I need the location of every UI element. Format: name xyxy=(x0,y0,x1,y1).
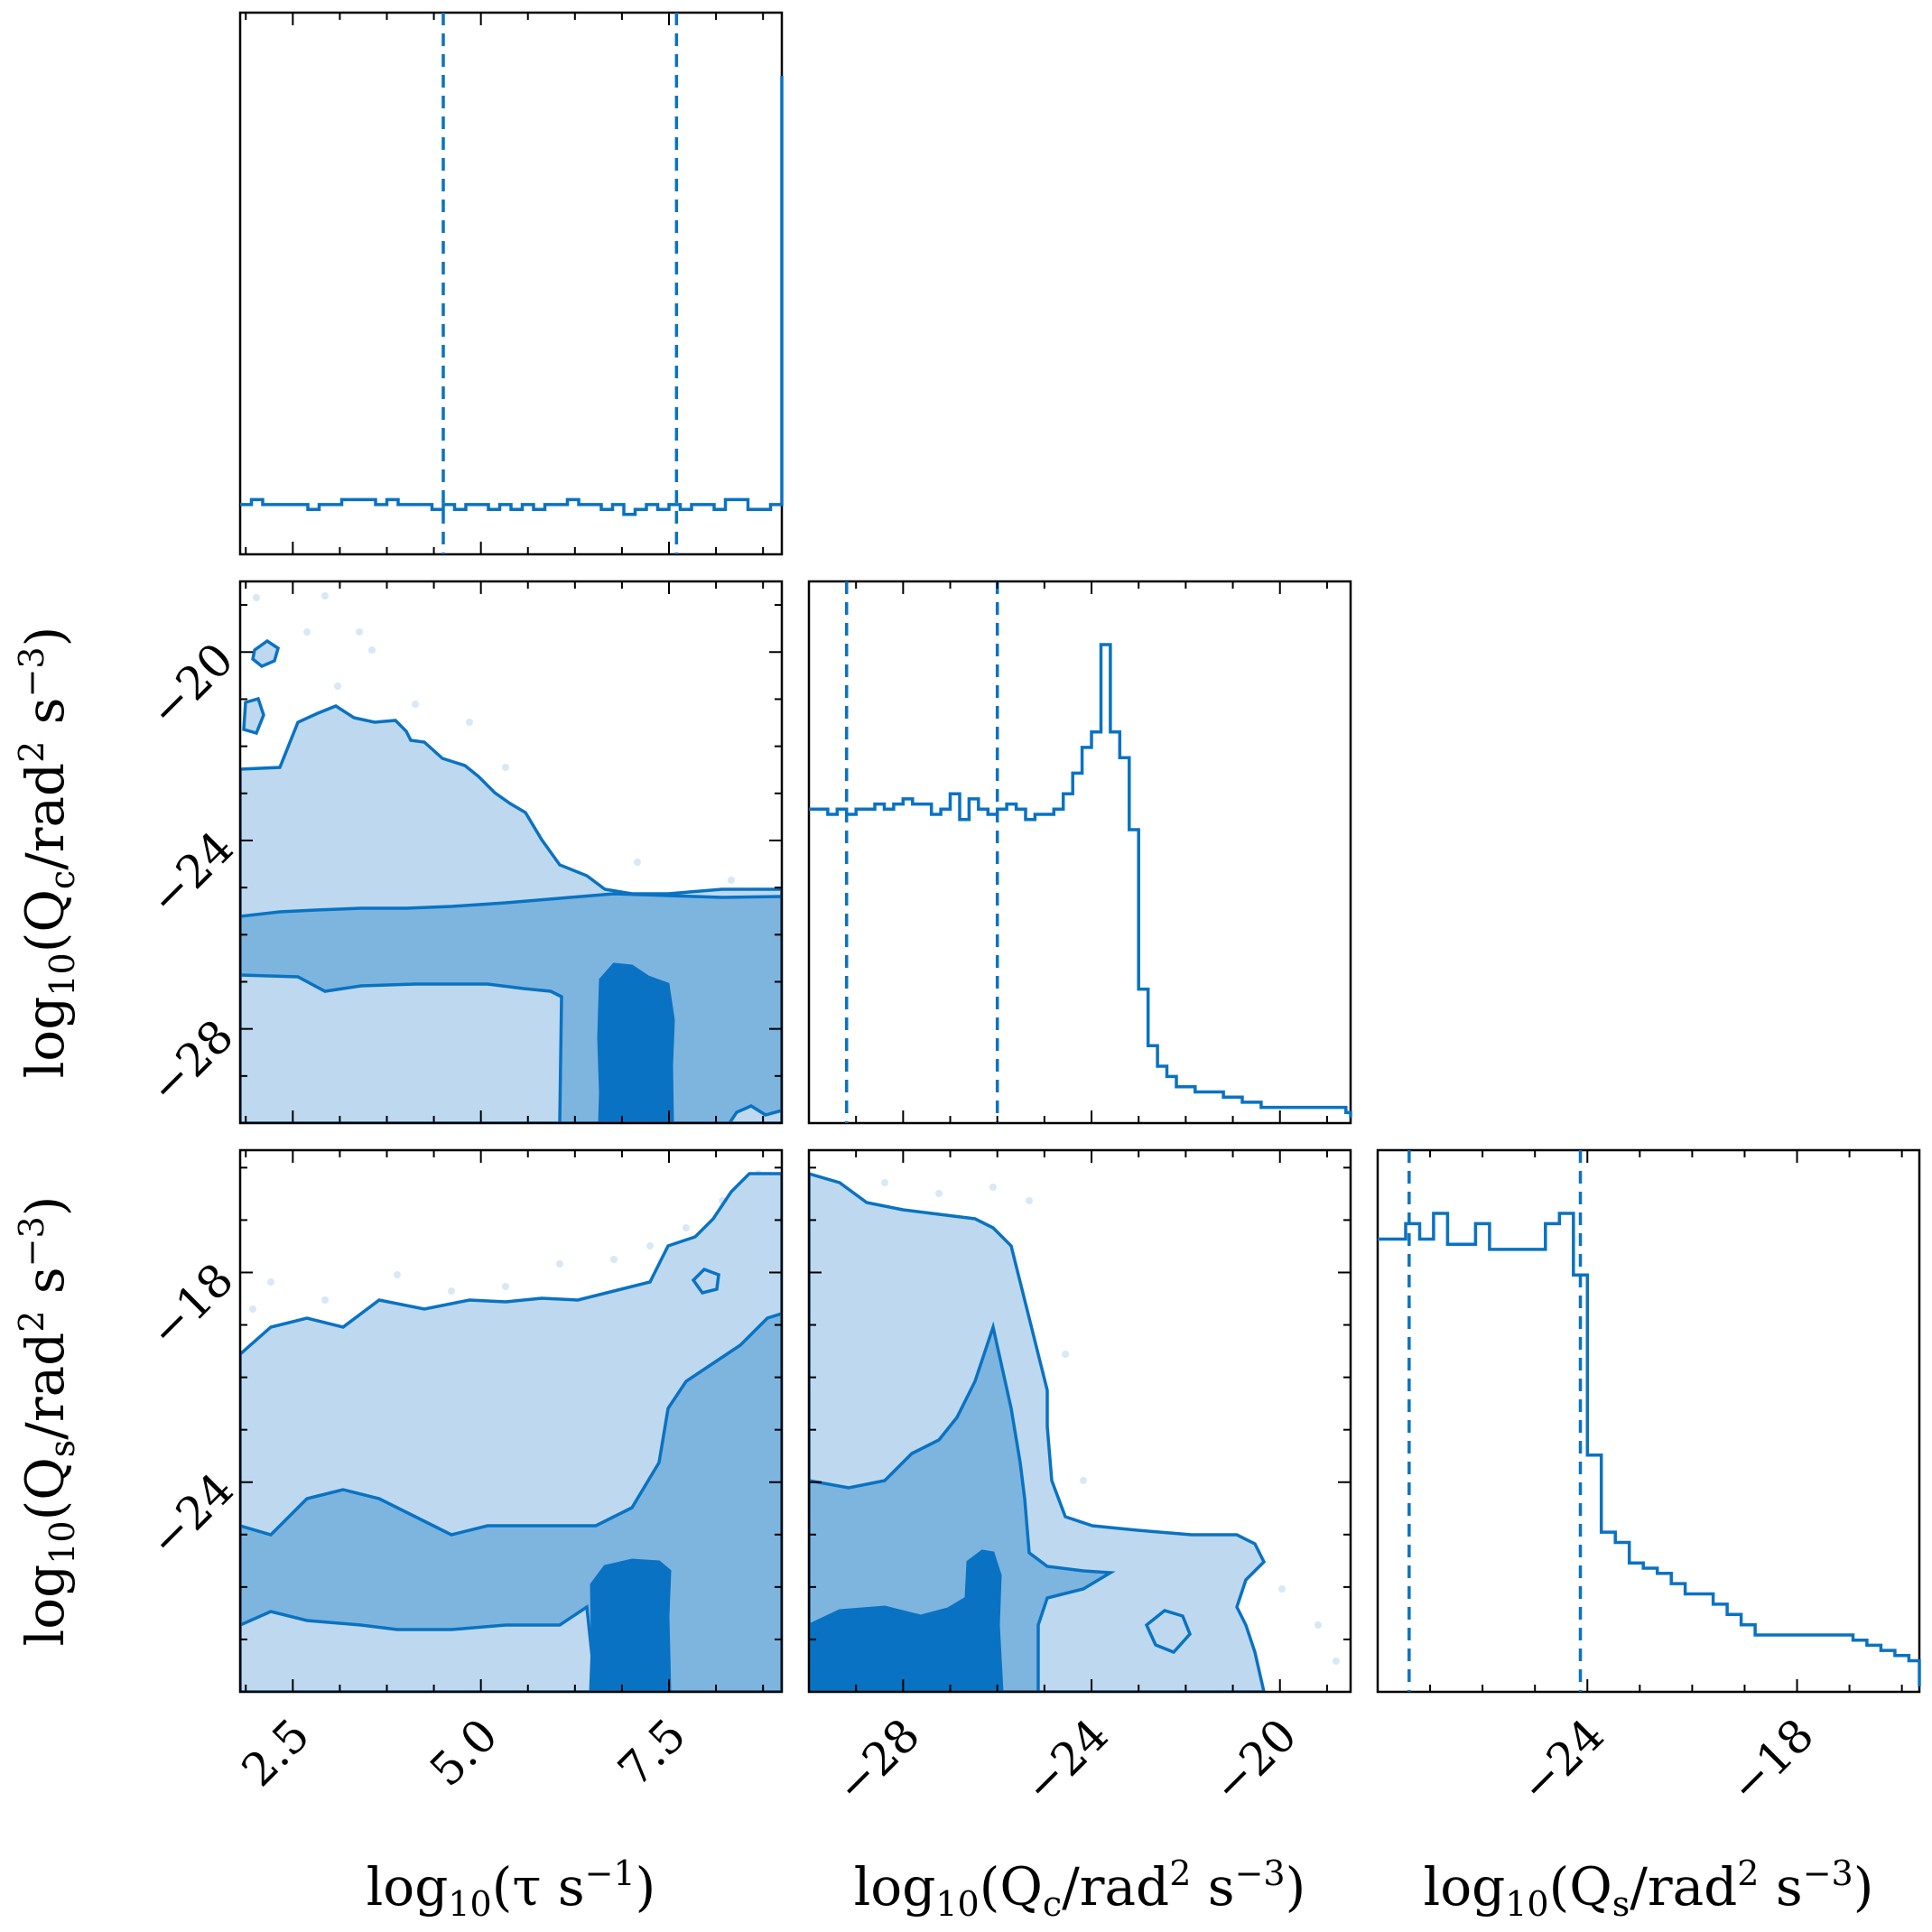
qc-vs-tau-contours xyxy=(240,592,782,1123)
panel-qs-histogram xyxy=(1376,1148,1921,1694)
panel-qs-vs-qc xyxy=(807,1148,1352,1694)
y-tick-label-qs-1: −24 xyxy=(139,1463,244,1568)
panel-qs-vs-tau xyxy=(238,1148,784,1694)
panel-qc-histogram xyxy=(807,580,1352,1125)
panel-tau-histogram-frame xyxy=(238,11,784,556)
x-tick-label-qc-2: −24 xyxy=(1014,1709,1119,1814)
qs-vs-qc-contour-middle xyxy=(809,1321,1116,1692)
qc-vs-tau-contour-inner-light xyxy=(240,973,563,1123)
axis-labels: log10(τ s−1) log10(Qc/rad2 s−3) log10(Qs… xyxy=(12,627,1873,1924)
qs-vs-tau-contour-island xyxy=(691,1267,720,1295)
panel-qs-histogram-frame xyxy=(1376,1148,1921,1694)
y-axis-label-qs: log10(Qs/rad2 s−3) xyxy=(12,1196,82,1647)
x-tick-label-qs-1: −24 xyxy=(1509,1709,1614,1814)
y-tick-label-qc-3: −20 xyxy=(139,633,244,738)
x-axis-label-tau: log10(τ s−1) xyxy=(367,1853,656,1924)
x-tick-label-tau-1: 2.5 xyxy=(232,1709,320,1797)
qs-vs-tau-contours xyxy=(240,1170,782,1692)
y-tick-label-qc-1: −28 xyxy=(139,1009,244,1114)
qs-vs-tau-contour-inner-light xyxy=(240,1603,598,1692)
panel-qs-vs-tau-frame xyxy=(238,1148,784,1694)
x-axis-label-qc: log10(Qc/rad2 s−3) xyxy=(854,1853,1306,1924)
x-tick-label-qc-1: −28 xyxy=(825,1709,930,1814)
panel-qc-histogram-frame xyxy=(807,580,1352,1125)
qs-vs-qc-scatter xyxy=(881,1179,1340,1665)
x-tick-label-tau-2: 5.0 xyxy=(420,1709,507,1797)
panel-qc-vs-tau xyxy=(238,580,784,1125)
x-tick-label-tau-3: 7.5 xyxy=(608,1709,695,1797)
tau-histogram-line xyxy=(240,76,784,516)
qc-vs-tau-contour-island-1 xyxy=(251,638,281,669)
y-tick-label-qc-2: −24 xyxy=(139,822,244,926)
qc-vs-tau-contour-corner xyxy=(727,1104,782,1123)
panel-qc-vs-tau-frame xyxy=(238,580,784,1125)
panel-tau-histogram xyxy=(238,11,784,556)
qc-vs-tau-contour-core xyxy=(597,962,675,1123)
x-tick-label-qs-2: −18 xyxy=(1720,1709,1825,1814)
qs-vs-qc-contours xyxy=(809,1172,1340,1692)
panel-qs-vs-qc-frame xyxy=(807,1148,1352,1694)
qc-vs-tau-scatter xyxy=(253,592,735,884)
qc-histogram-line xyxy=(809,643,1352,1118)
x-tick-label-qc-3: −20 xyxy=(1203,1709,1307,1814)
qs-histogram-line xyxy=(1378,1212,1921,1686)
qs-vs-tau-contour-core xyxy=(589,1558,672,1692)
y-tick-label-qs-2: −18 xyxy=(139,1253,244,1358)
qc-vs-tau-contour-island-2 xyxy=(242,696,265,736)
qs-vs-qc-contour-core xyxy=(809,1549,1004,1692)
x-axis-label-qs: log10(Qs/rad2 s−3) xyxy=(1424,1853,1874,1924)
y-axis-label-qc: log10(Qc/rad2 s−3) xyxy=(12,627,82,1079)
qs-vs-qc-contour-island xyxy=(1144,1609,1193,1655)
